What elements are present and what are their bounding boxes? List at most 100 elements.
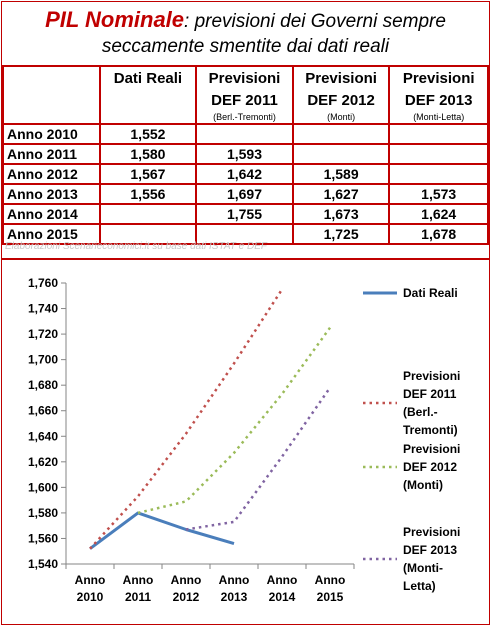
table-cell: 1,673: [291, 203, 391, 225]
series-line: [89, 288, 284, 550]
legend-label: (Monti-: [403, 561, 443, 575]
header-main2: DEF 2012: [307, 92, 375, 109]
series-line: [185, 386, 332, 531]
legend-label: (Berl.-: [403, 405, 438, 419]
y-tick-label: 1,540: [28, 557, 58, 571]
header-empty: [2, 65, 101, 125]
table-cell: [98, 223, 198, 245]
y-tick-label: 1,700: [28, 353, 58, 367]
row-label: Anno 2011: [2, 143, 101, 165]
table-cell: [388, 123, 489, 145]
header-sub: (Berl.-Tremonti): [213, 112, 276, 122]
table-cell: 1,567: [98, 163, 198, 185]
table-cell: 1,556: [98, 183, 198, 205]
y-tick-label: 1,660: [28, 404, 58, 418]
x-tick-label: Anno: [123, 573, 154, 587]
legend-label: Previsioni: [403, 442, 460, 456]
y-tick-label: 1,560: [28, 531, 58, 545]
x-tick-label: Anno: [267, 573, 298, 587]
legend-label: DEF 2013: [403, 543, 457, 557]
y-tick-label: 1,760: [28, 276, 58, 290]
x-tick-label: 2014: [269, 590, 296, 604]
series-line: [137, 326, 332, 515]
x-tick-label: 2012: [173, 590, 200, 604]
table-cell: 1,725: [291, 223, 391, 245]
row-label: Anno 2013: [2, 183, 101, 205]
legend-label: DEF 2012: [403, 460, 457, 474]
x-tick-label: Anno: [171, 573, 202, 587]
row-label: Anno 2014: [2, 203, 101, 225]
table-row: Anno 2015 1,725 1,678: [2, 223, 489, 245]
y-tick-label: 1,640: [28, 429, 58, 443]
y-tick-label: 1,620: [28, 455, 58, 469]
x-tick-label: 2015: [317, 590, 344, 604]
y-tick-label: 1,580: [28, 506, 58, 520]
row-label: Anno 2010: [2, 123, 101, 145]
table-cell: 1,642: [195, 163, 294, 185]
table-cell: 1,589: [291, 163, 391, 185]
table-cell: 1,627: [291, 183, 391, 205]
header-main: Previsioni: [208, 70, 281, 87]
series-line: [89, 511, 235, 550]
legend-label: Letta): [403, 579, 436, 593]
table-cell: [291, 123, 391, 145]
title-line-1: PIL Nominale: previsioni dei Governi sem…: [2, 7, 489, 33]
table-cell: 1,678: [388, 223, 489, 245]
table-row: Anno 2012 1,567 1,642 1,589: [2, 163, 489, 185]
header-main2: DEF 2013: [404, 92, 473, 109]
forecast-table: Dati Reali Previsioni DEF 2011 (Berl.-Tr…: [2, 65, 489, 245]
x-tick-label: Anno: [219, 573, 250, 587]
legend-label: Previsioni: [403, 525, 460, 539]
y-tick-label: 1,720: [28, 327, 58, 341]
title-area: PIL Nominale: previsioni dei Governi sem…: [2, 2, 489, 64]
header-def-2011: Previsioni DEF 2011 (Berl.-Tremonti): [195, 65, 294, 125]
table-cell: 1,580: [98, 143, 198, 165]
header-sub: (Monti): [327, 112, 356, 122]
table-row: Anno 2013 1,556 1,697 1,627 1,573: [2, 183, 489, 205]
row-label: Anno 2012: [2, 163, 101, 185]
table-cell: 1,755: [195, 203, 294, 225]
header-sub: (Monti-Letta): [413, 112, 465, 122]
x-tick-label: 2013: [221, 590, 248, 604]
legend-label: Dati Reali: [403, 286, 458, 300]
table-cell: [291, 143, 391, 165]
header-def-2012: Previsioni DEF 2012 (Monti): [291, 65, 391, 125]
legend-label: (Monti): [403, 478, 443, 492]
table-header-row: Dati Reali Previsioni DEF 2011 (Berl.-Tr…: [2, 65, 489, 125]
table-cell: [388, 163, 489, 185]
chart-area: 1,540 1,560 1,580 1,600 1,620 1,640 1,660 1,680…: [2, 258, 489, 626]
header-main: Previsioni: [402, 70, 475, 87]
source-note: Elaborazioni Scenarieconomici.it su base…: [5, 241, 267, 252]
table-cell: [195, 123, 294, 145]
line-chart: 1,540 1,560 1,580 1,600 1,620 1,640 1,660 1,680…: [28, 276, 460, 604]
table-cell: 1,573: [388, 183, 489, 205]
header-main2: DEF 2011: [211, 92, 278, 109]
x-tick-label: Anno: [315, 573, 346, 587]
table-cell: [98, 203, 198, 225]
table-cell: 1,552: [98, 123, 198, 145]
title-main: PIL Nominale: [45, 7, 185, 32]
x-tick-label: 2010: [77, 590, 104, 604]
table-row: Anno 2014 1,755 1,673 1,624: [2, 203, 489, 225]
y-tick-label: 1,680: [28, 378, 58, 392]
x-tick-label: 2011: [125, 590, 151, 604]
table-row: Anno 2010 1,552: [2, 123, 489, 145]
legend-label: Previsioni: [403, 369, 460, 383]
y-tick-label: 1,600: [28, 480, 58, 494]
header-dati-reali: Dati Reali: [98, 65, 198, 125]
table-cell: 1,624: [388, 203, 489, 225]
row-label: Anno 2015: [2, 223, 101, 245]
table-row: Anno 2011 1,580 1,593: [2, 143, 489, 165]
legend-label: Tremonti): [403, 423, 458, 437]
table-cell: 1,593: [195, 143, 294, 165]
header-main: Previsioni: [305, 70, 377, 87]
title-line-2: seccamente smentite dai dati reali: [101, 36, 390, 57]
y-tick-label: 1,740: [28, 302, 58, 316]
table-cell: [388, 143, 489, 165]
table-cell: 1,697: [195, 183, 294, 205]
header-def-2013: Previsioni DEF 2013 (Monti-Letta): [388, 65, 489, 125]
x-tick-label: Anno: [75, 573, 106, 587]
legend-label: DEF 2011: [403, 387, 457, 401]
table-cell: [195, 223, 294, 245]
